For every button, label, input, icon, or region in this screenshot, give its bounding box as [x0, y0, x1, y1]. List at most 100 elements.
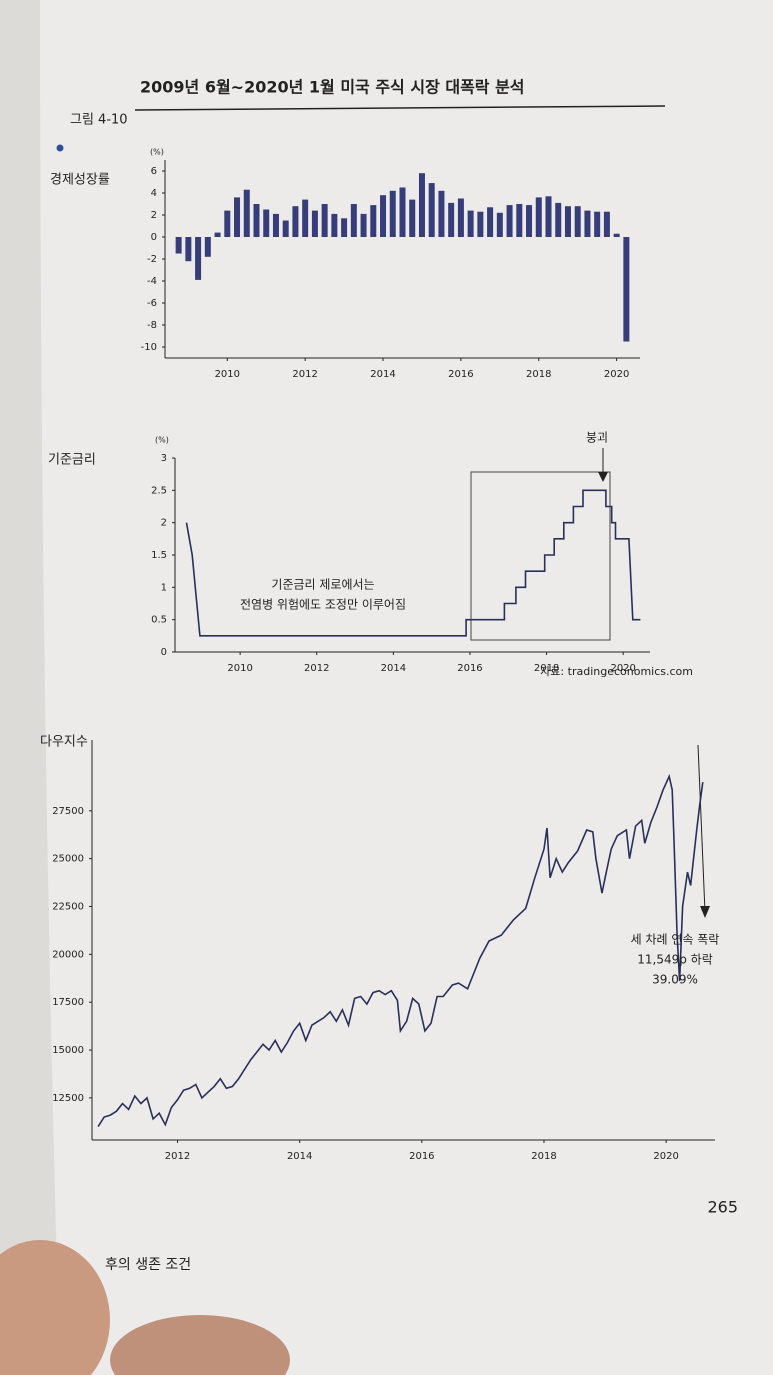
- bar: [243, 189, 250, 237]
- annotation: 전염병 위험에도 조정만 이루어짐: [240, 598, 406, 612]
- y-tick-label: 15000: [52, 1045, 84, 1056]
- annotation: 기준금리 제로에서는: [271, 578, 374, 592]
- thumb: [0, 1240, 110, 1375]
- bar: [272, 213, 279, 237]
- bar: [341, 218, 348, 237]
- bar: [185, 237, 192, 262]
- y-tick-label: 12500: [52, 1093, 84, 1104]
- y-tick-label: 3: [161, 453, 167, 464]
- bar: [370, 205, 377, 237]
- y-tick-label: 4: [151, 188, 157, 199]
- y-tick-label: 22500: [52, 902, 84, 913]
- bar: [487, 207, 494, 237]
- arrow-head: [700, 906, 710, 918]
- chart-title: 다우지수: [40, 735, 88, 750]
- y-tick-label: -2: [147, 254, 157, 265]
- bar: [195, 237, 202, 280]
- source-note: 자료: tradingeconomics.com: [540, 665, 693, 678]
- footer-text: 후의 생존 조건: [105, 1257, 191, 1273]
- x-tick-label: 2020: [604, 369, 629, 380]
- y-tick-label: 27500: [52, 806, 84, 817]
- x-tick-label: 2012: [304, 663, 329, 674]
- bar: [321, 204, 328, 237]
- bar: [389, 190, 396, 237]
- bar: [506, 205, 513, 237]
- bar: [496, 212, 503, 237]
- y-tick-label: 2: [161, 518, 167, 529]
- bar: [467, 210, 474, 237]
- bar: [360, 213, 367, 237]
- bar: [477, 211, 484, 237]
- x-tick-label: 2016: [457, 663, 482, 674]
- y-tick-label: 6: [151, 166, 157, 177]
- bar: [214, 232, 221, 237]
- y-tick-label: 0.5: [151, 615, 167, 626]
- bar: [545, 196, 552, 237]
- bar: [311, 210, 318, 237]
- y-tick-label: 2.5: [151, 485, 167, 496]
- figure-title: 2009년 6월~2020년 1월 미국 주식 시장 대폭락 분석: [140, 78, 525, 97]
- bar: [350, 204, 357, 237]
- y-tick-label: 25000: [52, 854, 84, 865]
- x-tick-label: 2010: [227, 663, 252, 674]
- x-tick-label: 2012: [292, 369, 317, 380]
- bar: [438, 190, 445, 237]
- annotation: 39.09%: [652, 973, 698, 987]
- y-tick-label: 1.5: [151, 550, 167, 561]
- y-tick-label: 17500: [52, 997, 84, 1008]
- annotation: 11,549p 하락: [637, 953, 713, 967]
- bar: [175, 237, 182, 254]
- bar: [555, 202, 562, 237]
- data-line: [185, 489, 641, 637]
- annotation: 세 차례 연속 폭락: [631, 933, 720, 947]
- bar: [535, 197, 542, 237]
- chart-title: 경제성장률: [50, 173, 110, 188]
- bar: [331, 213, 338, 237]
- arrow: [697, 744, 706, 913]
- bar: [224, 210, 231, 237]
- x-tick-label: 2014: [381, 663, 406, 674]
- bar: [399, 187, 406, 237]
- bar: [302, 199, 309, 237]
- bar: [292, 206, 299, 237]
- y-tick-label: 20000: [52, 949, 84, 960]
- y-tick-label: -6: [147, 298, 157, 309]
- annotation: 붕괴: [586, 431, 608, 445]
- x-tick-label: 2016: [448, 369, 473, 380]
- y-tick-label: 0: [161, 647, 167, 658]
- page-number: 265: [707, 1198, 738, 1217]
- x-tick-label: 2014: [287, 1151, 312, 1162]
- bar: [564, 206, 571, 237]
- bar: [574, 206, 581, 237]
- bar: [409, 199, 416, 237]
- x-tick-label: 2010: [215, 369, 240, 380]
- unit-label: (%): [150, 148, 164, 157]
- bar: [594, 211, 601, 237]
- arrow-head: [598, 472, 608, 482]
- bar: [457, 198, 464, 237]
- bar: [380, 195, 387, 237]
- y-tick-label: 0: [151, 232, 157, 243]
- finger: [110, 1315, 290, 1375]
- bar: [263, 209, 270, 237]
- bar: [603, 211, 610, 237]
- bar: [204, 237, 211, 257]
- bar: [234, 197, 241, 237]
- data-line: [97, 773, 704, 1128]
- bar: [516, 204, 523, 237]
- chart-title: 기준금리: [48, 453, 96, 468]
- x-tick-label: 2018: [526, 369, 551, 380]
- x-tick-label: 2018: [531, 1151, 556, 1162]
- y-tick-label: -10: [141, 342, 157, 353]
- bar: [282, 220, 289, 237]
- bar: [623, 237, 630, 342]
- unit-label: (%): [155, 436, 169, 445]
- x-tick-label: 2012: [165, 1151, 190, 1162]
- title-rule: [134, 105, 666, 111]
- bar: [428, 183, 435, 237]
- y-tick-label: 1: [161, 582, 167, 593]
- bar: [584, 210, 591, 237]
- x-tick-label: 2020: [610, 663, 635, 674]
- figure-bullet: [56, 144, 64, 152]
- bar: [253, 204, 260, 237]
